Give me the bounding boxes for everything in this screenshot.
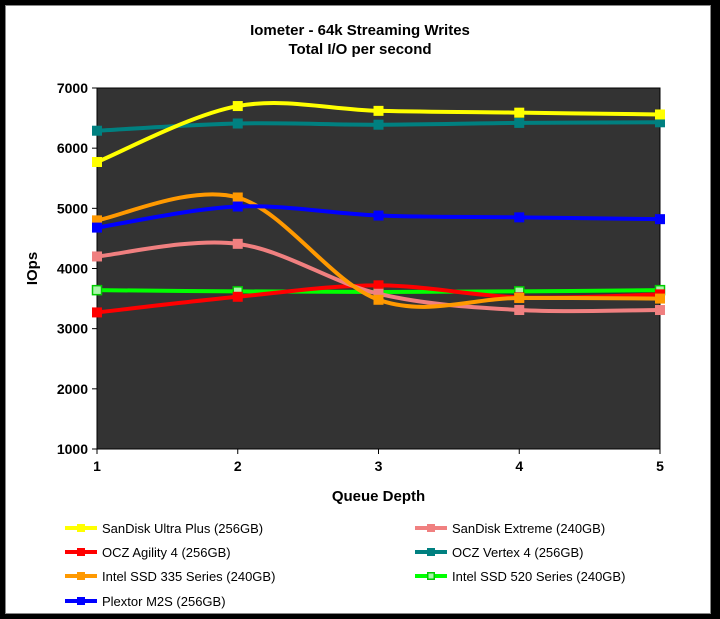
legend-item: OCZ Vertex 4 (256GB) [415,542,584,562]
y-tick-label: 6000 [57,140,88,156]
legend-item: OCZ Agility 4 (256GB) [65,542,231,562]
legend-swatch [65,595,97,607]
data-point-intel-ssd-520-series-240gb [91,284,103,296]
legend-swatch [65,570,97,582]
legend-item: SanDisk Extreme (240GB) [415,518,605,538]
legend-swatch [415,546,447,558]
legend-item: SanDisk Ultra Plus (256GB) [65,518,263,538]
data-point-intel-ssd-335-series-240gb [514,292,525,303]
data-point-intel-ssd-335-series-240gb [232,192,243,203]
y-tick-label: 4000 [57,261,88,277]
data-point-sandisk-extreme-240gb [92,251,102,262]
x-tick-label: 2 [234,458,242,474]
legend-swatch [65,522,97,534]
data-point-sandisk-extreme-240gb [232,238,243,249]
data-point-ocz-vertex-4-256gb [92,125,102,136]
data-point-intel-ssd-335-series-240gb [655,293,665,304]
data-point-sandisk-ultra-plus-256gb [514,107,525,118]
chart-title: Iometer - 64k Streaming Writes [250,22,470,39]
legend-swatch [415,570,447,582]
data-point-sandisk-ultra-plus-256gb [232,101,243,112]
y-tick-label: 5000 [57,200,88,216]
data-point-ocz-agility-4-256gb [232,291,243,302]
legend-label: SanDisk Ultra Plus (256GB) [102,520,264,536]
x-tick-label: 4 [515,458,523,474]
x-axis-title: Queue Depth [332,488,425,505]
chart-subtitle: Total I/O per second [288,41,432,58]
data-point-plextor-m2s-256gb [92,222,102,233]
legend-label: OCZ Vertex 4 (256GB) [452,544,584,560]
legend-item: Plextor M2S (256GB) [65,591,226,611]
y-axis-title: IOps [24,252,41,285]
legend-label: Intel SSD 520 Series (240GB) [452,568,626,584]
data-point-ocz-agility-4-256gb [92,307,102,318]
data-point-sandisk-extreme-240gb [655,305,665,316]
legend-item: Intel SSD 520 Series (240GB) [415,566,625,586]
data-point-ocz-vertex-4-256gb [232,118,243,129]
y-tick-label: 3000 [57,321,88,337]
legend-label: Plextor M2S (256GB) [102,593,226,609]
x-tick-label: 5 [656,458,664,474]
data-point-intel-ssd-335-series-240gb [373,294,384,305]
data-point-ocz-vertex-4-256gb [514,117,525,128]
y-tick-label: 2000 [57,381,88,397]
data-point-sandisk-extreme-240gb [514,305,525,316]
data-point-plextor-m2s-256gb [232,201,243,212]
data-point-ocz-vertex-4-256gb [373,119,384,130]
legend-label: Intel SSD 335 Series (240GB) [102,568,276,584]
data-point-sandisk-ultra-plus-256gb [655,109,665,120]
legend-label: SanDisk Extreme (240GB) [452,520,606,536]
legend-swatch [65,546,97,558]
y-tick-label: 7000 [57,80,88,96]
data-point-sandisk-ultra-plus-256gb [373,105,384,116]
legend-swatch [415,522,447,534]
data-point-plextor-m2s-256gb [373,210,384,221]
legend-item: Intel SSD 335 Series (240GB) [65,566,275,586]
y-tick-label: 1000 [57,441,88,457]
x-tick-label: 3 [375,458,383,474]
data-point-ocz-agility-4-256gb [373,280,384,291]
x-tick-label: 1 [93,458,101,474]
legend-label: OCZ Agility 4 (256GB) [102,544,231,560]
data-point-plextor-m2s-256gb [514,212,525,223]
data-point-sandisk-ultra-plus-256gb [92,157,102,168]
plot-area [96,87,661,450]
data-point-plextor-m2s-256gb [655,214,665,225]
